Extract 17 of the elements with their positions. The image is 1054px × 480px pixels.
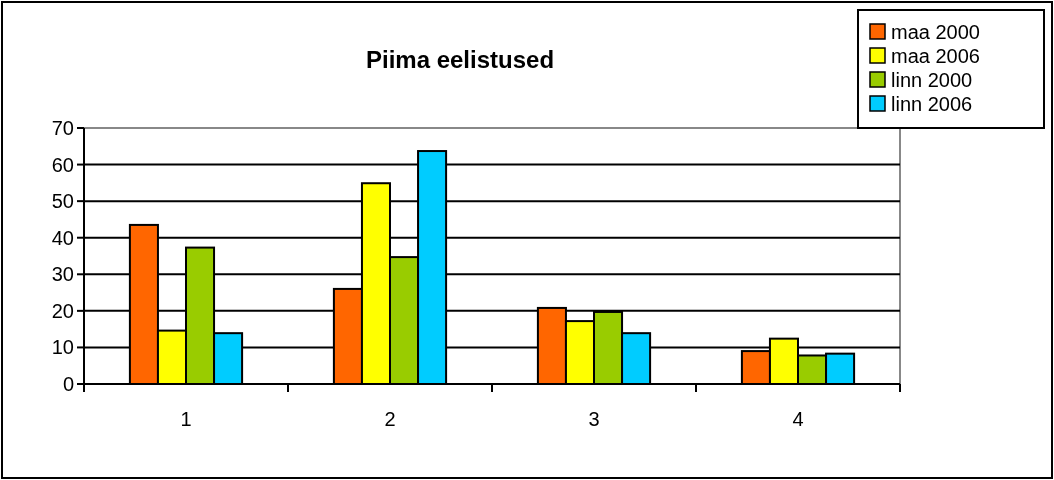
y-tick-label: 70 xyxy=(51,117,74,139)
chart-title: Piima eelistused xyxy=(365,46,555,73)
y-tick-label: 0 xyxy=(62,373,74,395)
legend-label: maa 2000 xyxy=(891,21,980,43)
y-tick-label: 10 xyxy=(51,336,74,359)
legend-label: linn 2000 xyxy=(891,69,973,91)
legend-label: linn 2006 xyxy=(891,93,973,115)
y-tick-label: 50 xyxy=(51,190,74,213)
x-tick-label: 2 xyxy=(384,408,396,430)
legend-label: maa 2006 xyxy=(891,45,980,67)
x-tick-label: 3 xyxy=(588,408,600,430)
y-tick-label: 40 xyxy=(51,226,74,249)
y-tick-label: 30 xyxy=(51,263,74,286)
y-tick-label: 60 xyxy=(51,153,74,176)
x-tick-label: 1 xyxy=(180,408,192,430)
x-tick-label: 4 xyxy=(792,408,804,430)
y-tick-label: 20 xyxy=(51,299,74,322)
